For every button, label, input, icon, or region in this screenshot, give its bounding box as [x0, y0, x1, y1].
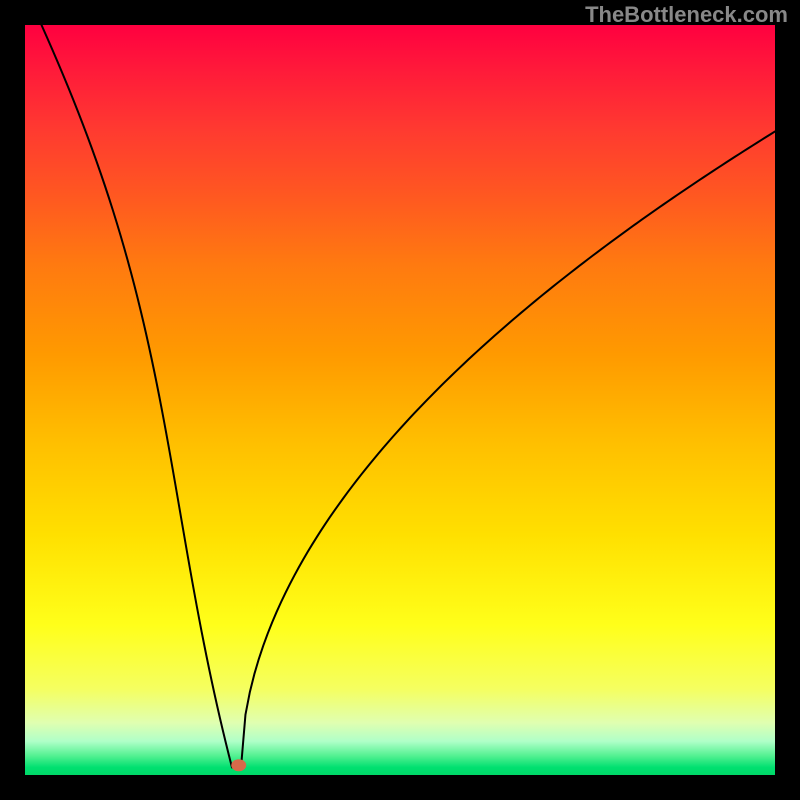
- outer-frame: TheBottleneck.com: [0, 0, 800, 800]
- gradient-background: [25, 25, 775, 775]
- minimum-marker: [231, 759, 246, 771]
- plot-area: [25, 25, 775, 775]
- plot-svg: [25, 25, 775, 775]
